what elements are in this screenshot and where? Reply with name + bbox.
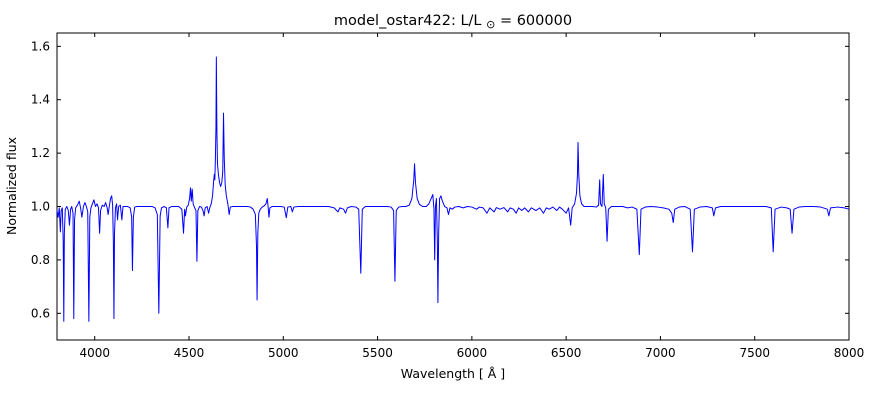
spectrum-line [56,56,850,322]
y-tick-label: 1.0 [31,200,50,214]
y-tick-label: 0.8 [31,253,50,267]
x-tick-label: 7500 [739,346,770,360]
x-tick-label: 8000 [834,346,865,360]
x-tick-label: 5000 [268,346,299,360]
chart-title-prefix: model_ostar422: L/L [334,13,482,29]
x-tick-label: 5500 [362,346,393,360]
x-tick-label: 4000 [79,346,110,360]
chart-title-sub: ⊙ [486,18,495,31]
plot-frame [56,32,850,341]
plot-area: 4000 4500 5000 5500 6000 6500 7000 7500 8000 0.6 0… [31,32,865,360]
y-tick-label: 0.6 [31,306,50,320]
x-axis-label: Wavelength [ Å ] [401,366,505,381]
x-tick-label: 4500 [174,346,205,360]
chart-title: model_ostar422: L/L ⊙ = 600000 [334,13,572,32]
y-tick-label: 1.4 [31,93,50,107]
chart-title-suffix: = 600000 [500,13,572,29]
x-tick-label: 6500 [551,346,582,360]
y-tick-label: 1.2 [31,146,50,160]
x-tick-label: 7000 [645,346,676,360]
y-tick-label: 1.6 [31,39,50,53]
y-axis-label: Normalized flux [4,137,19,235]
x-tick-label: 6000 [457,346,488,360]
